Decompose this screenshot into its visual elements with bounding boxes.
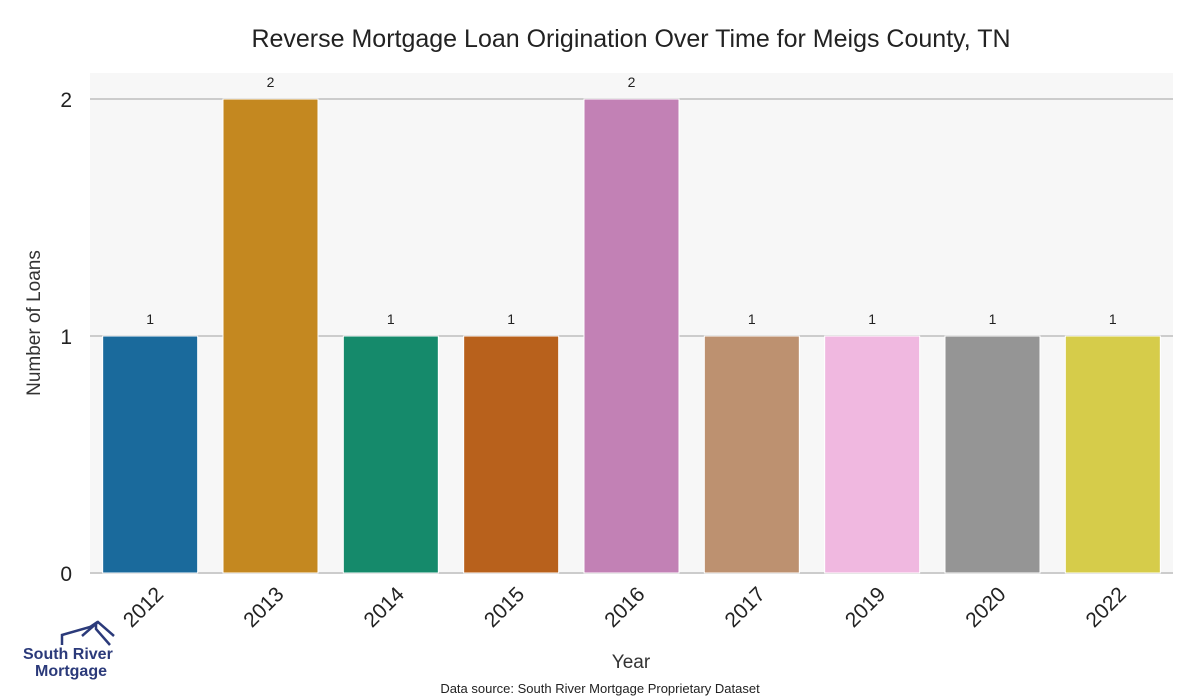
x-tick-label-2014: 2014 <box>360 583 410 633</box>
data-label-2015: 1 <box>507 311 515 327</box>
y-tick-label: 2 <box>60 89 72 112</box>
bars <box>102 98 1161 574</box>
x-tick-label-2022: 2022 <box>1082 583 1131 632</box>
bar-2013 <box>222 98 319 574</box>
data-label-2014: 1 <box>387 311 395 327</box>
data-labels: 1 2 1 1 2 1 1 1 1 <box>146 74 1117 327</box>
bar-2020 <box>944 335 1041 574</box>
data-label-2020: 1 <box>989 311 997 327</box>
bar-2016 <box>583 98 680 574</box>
bar-2022 <box>1064 335 1161 574</box>
data-label-2022: 1 <box>1109 311 1117 327</box>
y-axis-ticks: 0 1 2 <box>60 89 72 586</box>
data-label-2012: 1 <box>146 311 154 327</box>
x-tick-label-2012: 2012 <box>119 583 168 632</box>
x-tick-label-2015: 2015 <box>480 583 529 632</box>
y-tick-label: 0 <box>60 563 72 586</box>
x-tick-label-2013: 2013 <box>239 583 288 632</box>
x-tick-label-2019: 2019 <box>841 583 890 632</box>
x-tick-label-2020: 2020 <box>961 583 1010 632</box>
bar-2012 <box>102 335 199 574</box>
logo-line2: Mortgage <box>35 663 107 680</box>
data-label-2019: 1 <box>868 311 876 327</box>
y-tick-label: 1 <box>60 326 72 349</box>
x-axis-label: Year <box>612 652 651 673</box>
chart-title: Reverse Mortgage Loan Origination Over T… <box>251 25 1010 53</box>
company-logo: South River Mortgage <box>23 620 115 680</box>
data-label-2013: 2 <box>267 74 275 90</box>
bar-2015 <box>463 335 560 574</box>
bar-2014 <box>342 335 439 574</box>
data-source: Data source: South River Mortgage Propri… <box>440 681 760 696</box>
y-axis-label: Number of Loans <box>24 250 45 396</box>
logo-line1: South River <box>23 646 113 663</box>
x-tick-label-2016: 2016 <box>600 583 649 632</box>
x-axis-ticks: 2012 2013 2014 2015 2016 2017 2019 2020 2022 <box>119 583 1131 633</box>
data-label-2016: 2 <box>628 74 636 90</box>
bar-2019 <box>824 335 921 574</box>
x-tick-label-2017: 2017 <box>721 583 770 632</box>
house-icon <box>81 620 115 637</box>
bar-2017 <box>703 335 800 574</box>
data-label-2017: 1 <box>748 311 756 327</box>
